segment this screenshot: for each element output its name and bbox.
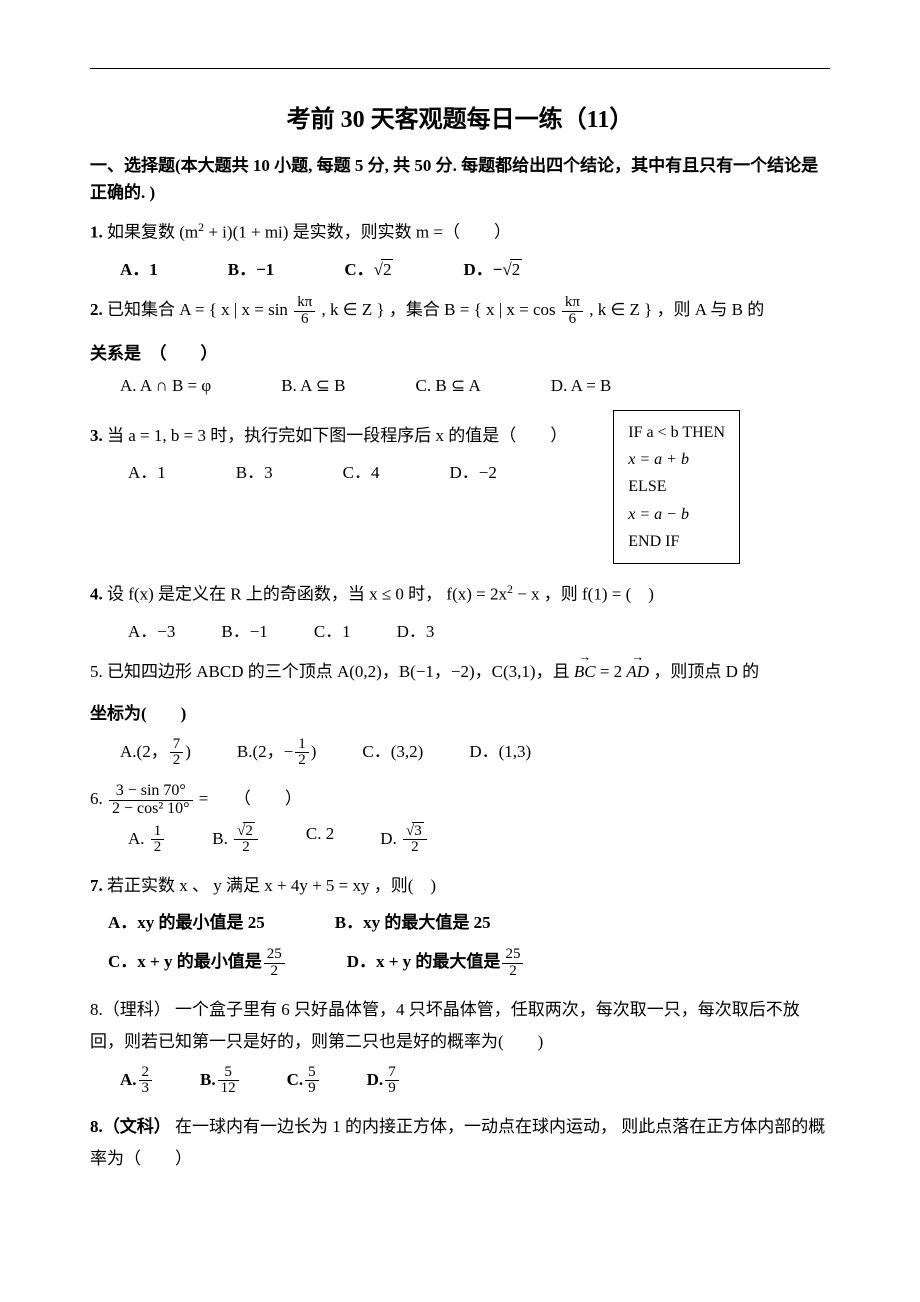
question-4: 4. 设 f(x) 是定义在 R 上的奇函数，当 x ≤ 0 时， f(x) =… [90,578,830,611]
q3-num: 3. [90,426,103,445]
code-line: x = a − b [628,501,725,528]
page: 考前 30 天客观题每日一练（11） 一、选择题(本大题共 10 小题, 每题 … [0,0,920,1302]
code-line: x = a + b [628,446,725,473]
fraction: 59 [305,1065,319,1098]
q8wen-num: 8.（文科） [90,1117,171,1136]
q4-opt-a: A．−3 [128,617,175,642]
q8li-opt-b: B.512 [200,1065,241,1098]
q7-num: 7. [90,876,103,895]
code-line: ELSE [628,473,725,500]
question-2: 2. 已知集合 A = { x | x = sin kπ6 , k ∈ Z } … [90,294,830,327]
q1-opt-b: B．−1 [228,255,275,280]
q6-num: 6. [90,789,103,808]
q4-options: A．−3 B．−1 C．1 D．3 [128,617,830,642]
fraction: 12 [295,737,309,770]
fraction: 12 [151,824,165,857]
q4-num: 4. [90,585,103,604]
q5-opt-d: D．(1,3) [469,737,531,770]
fraction: kπ6 [562,295,583,328]
q3-opt-c: C．4 [343,458,380,483]
q2-line2: 关系是 （ ） [90,338,830,370]
question-8-wen: 8.（文科） 在一球内有一边长为 1 的内接正方体，一动点在球内运动， 则此点落… [90,1111,830,1176]
fraction: 32 [403,824,427,857]
q6-opt-d: D. 32 [380,824,429,857]
q1-stem-b: + i)(1 + mi) 是实数，则实数 m =（ ） [208,223,511,242]
code-line: END IF [628,528,725,555]
sqrt-icon: 2 [502,260,522,280]
q2-num: 2. [90,300,103,319]
q8li-options: A.23 B.512 C.59 D.79 [120,1065,830,1098]
q2-opt-c: C. B ⊆ A [416,376,481,396]
q1-opt-a: A．1 [120,255,158,280]
q6-opt-c: C. 2 [306,824,334,857]
q8li-opt-c: C.59 [287,1065,321,1098]
question-7: 7. 若正实数 x 、 y 满足 x + 4y + 5 = xy ，则( ) [90,870,830,902]
q7-opt-b: B．xy 的最大值是 25 [335,908,491,933]
q2-options: A. A ∩ B = φ B. A ⊆ B C. B ⊆ A D. A = B [120,376,830,396]
q5-num: 5. [90,662,103,681]
fraction: 512 [218,1065,239,1098]
fraction: 252 [264,947,285,980]
top-rule [90,68,830,69]
q4-opt-c: C．1 [314,617,351,642]
q2-opt-b: B. A ⊆ B [281,376,345,396]
q5-opt-b: B.(2，−12) [237,737,317,770]
q6-opt-a: A. 12 [128,824,166,857]
fraction: 23 [139,1065,153,1098]
sqrt-icon: 2 [237,824,255,840]
q8li-opt-d: D.79 [367,1065,401,1098]
q6-options: A. 12 B. 22 C. 2 D. 32 [128,824,830,857]
q4-opt-b: B．−1 [221,617,267,642]
q3-opt-d: D．−2 [449,458,496,483]
page-title: 考前 30 天客观题每日一练（11） [90,99,830,134]
sqrt-icon: 2 [374,260,394,280]
q7-options-ab: A．xy 的最小值是 25 B．xy 的最大值是 25 [108,908,830,933]
q5-opt-c: C．(3,2) [362,737,423,770]
question-6: 6. 3 − sin 70° 2 − cos² 10° = （ ） [90,783,830,818]
q2-opt-d: D. A = B [551,376,612,396]
q8li-opt-a: A.23 [120,1065,154,1098]
q5-line2: 坐标为( ) [90,698,830,730]
q5-options: A.(2，72) B.(2，−12) C．(3,2) D．(1,3) [120,737,830,770]
q4-opt-d: D．3 [397,617,435,642]
code-line: IF a < b THEN [628,419,725,446]
q7-options-cd: C．x + y 的最小值是252 D．x + y 的最大值是252 [108,947,830,980]
fraction: 3 − sin 70° 2 − cos² 10° [109,783,193,818]
q7-opt-a: A．xy 的最小值是 25 [108,908,265,933]
sqrt-icon: 3 [406,824,424,840]
q7-opt-d: D．x + y 的最大值是252 [347,947,526,980]
question-5: 5. 已知四边形 ABCD 的三个顶点 A(0,2)，B(−1，−2)，C(3,… [90,656,830,688]
q1-sup: 2 [198,220,204,234]
q2-opt-a: A. A ∩ B = φ [120,376,211,396]
q6-opt-b: B. 22 [212,824,260,857]
vector-bc: BC [574,656,596,688]
pseudocode-box: IF a < b THEN x = a + b ELSE x = a − b E… [613,410,740,564]
q3-opt-a: A．1 [128,458,166,483]
question-3-row: 3. 当 a = 1, b = 3 时，执行完如下图一段程序后 x 的值是（ ）… [90,410,830,540]
q8li-num: 8.（理科） [90,1000,171,1019]
q1-opt-d: D．−2 [463,255,522,280]
fraction: 252 [502,947,523,980]
question-8-li: 8.（理科） 一个盒子里有 6 只好晶体管，4 只坏晶体管，任取两次，每次取一只… [90,994,830,1059]
fraction: 79 [385,1065,399,1098]
q1-num: 1. [90,223,103,242]
q3-opt-b: B．3 [236,458,273,483]
section-heading: 一、选择题(本大题共 10 小题, 每题 5 分, 共 50 分. 每题都给出四… [90,152,830,206]
fraction: 72 [170,737,184,770]
q1-options: A．1 B．−1 C．2 D．−2 [120,255,830,280]
q5-opt-a: A.(2，72) [120,737,191,770]
question-1: 1. 如果复数 (m2 + i)(1 + mi) 是实数，则实数 m =（ ） [90,216,830,249]
q7-opt-c: C．x + y 的最小值是252 [108,947,287,980]
q1-opt-c: C．2 [344,255,393,280]
fraction: 22 [234,824,258,857]
q1-stem-a: 如果复数 (m [107,223,198,242]
vector-ad: AD [626,656,649,688]
fraction: kπ6 [294,295,315,328]
